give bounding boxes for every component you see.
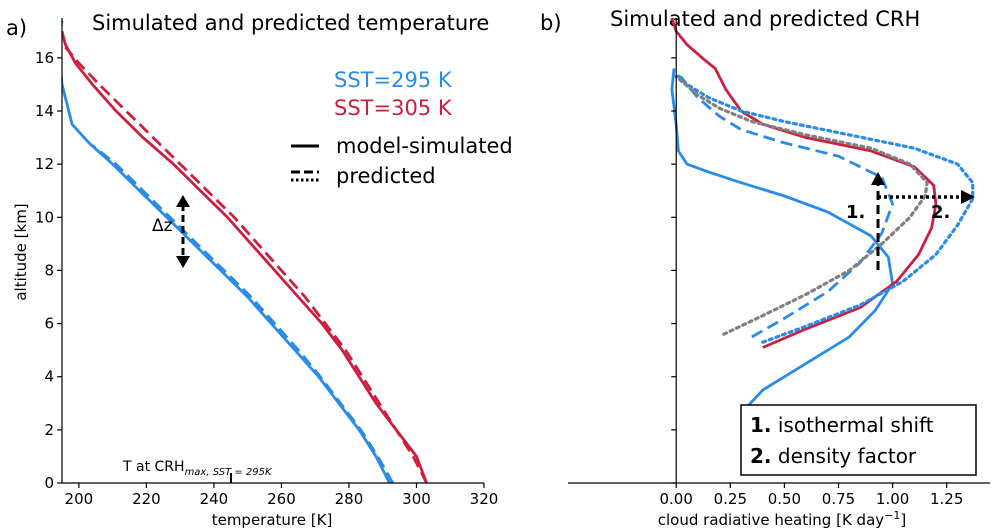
delta-z-arrowhead-down [176, 256, 190, 268]
panel-a-xtick-label: 260 [267, 490, 296, 508]
panel-a-legend: SST=295 K SST=305 K model-simulated pred… [291, 68, 513, 188]
panel-b-xtick-label: 0.50 [768, 490, 801, 508]
panel-a-ytick-label: 16 [35, 49, 54, 67]
delta-z-annotation: Δz [152, 195, 190, 268]
panel-a-ytick-label: 10 [35, 208, 54, 226]
panel-a-xtick-label: 200 [65, 490, 94, 508]
legend-sst-295: SST=295 K [334, 68, 453, 92]
crh-marker-label: T at CRHmax, SST = 295K [122, 459, 273, 478]
delta-z-arrowhead-up [176, 195, 190, 207]
panel-a-ytick-label: 0 [44, 474, 54, 492]
panel-b-series-1-dashed [679, 75, 894, 339]
legend-sst-305: SST=305 K [334, 96, 453, 120]
panel-b-xtick-label: 0.75 [822, 490, 855, 508]
panel-a-ytick-label: 4 [44, 368, 54, 386]
panel-a-ytick-label: 2 [44, 421, 54, 439]
panel-b-xtick-label: 1.25 [930, 490, 963, 508]
arrow2-label: 2. [931, 202, 950, 223]
panel-b-series-0-solid [670, 68, 894, 410]
legend-predicted: predicted [336, 164, 436, 188]
panel-a-title: Simulated and predicted temperature [92, 11, 489, 35]
panel-a-plot-area [62, 20, 428, 483]
panel-a-xtick-label: 280 [335, 490, 364, 508]
panel-a: a) Simulated and predicted temperature 0… [6, 11, 513, 529]
panel-b-xtick-label: 0.25 [714, 490, 747, 508]
isothermal-shift-arrowhead [871, 172, 885, 185]
panel-b-legend: 1. isothermal shift 2. density factor [740, 404, 977, 476]
panel-a-ytick-label: 6 [44, 315, 54, 333]
panel-a-series-1-dashed [91, 144, 395, 483]
legend-model-simulated: model-simulated [336, 134, 513, 158]
panel-b-axes: 0.00 0.25 0.50 0.75 1.00 1.25 [568, 18, 990, 508]
panel-b-legend-box [740, 404, 977, 476]
panel-a-ytick-label: 12 [35, 155, 54, 173]
panel-b-arrows: 1. 2. [846, 172, 975, 270]
panel-b-series-3-dotted [674, 72, 975, 344]
arrow1-label: 1. [846, 202, 865, 223]
panel-a-ylabel: altitude [km] [12, 203, 30, 300]
legend-density-factor: 2. density factor [750, 444, 917, 468]
panel-b-xtick-label: 1.00 [876, 490, 909, 508]
panel-b: b) Simulated and predicted CRH 0.00 0.25 0… [540, 7, 990, 529]
panel-a-axes: 0 2 4 6 8 10 12 14 16 200 220 240 260 280 300 320 [35, 18, 498, 508]
delta-z-label: Δz [152, 216, 173, 236]
crh-marker: T at CRHmax, SST = 295K [122, 459, 273, 483]
legend-isothermal-shift: 1. isothermal shift [750, 413, 934, 437]
panel-b-letter: b) [540, 11, 562, 35]
panel-a-xlabel: temperature [K] [212, 511, 333, 529]
panel-a-xtick-label: 300 [402, 490, 431, 508]
panel-b-xtick-label: 0.00 [660, 490, 693, 508]
panel-b-plot-area [670, 18, 975, 410]
panel-a-xtick-label: 220 [132, 490, 161, 508]
panel-b-title: Simulated and predicted CRH [610, 7, 920, 31]
panel-a-xtick-label: 240 [200, 490, 229, 508]
panel-b-series-2-solid [670, 18, 938, 349]
density-factor-arrowhead [961, 190, 975, 204]
panel-b-xlabel: cloud radiative heating [K day−1] [658, 509, 906, 529]
panel-a-xtick-label: 320 [470, 490, 499, 508]
panel-a-letter: a) [6, 16, 27, 40]
panel-a-ytick-label: 14 [35, 102, 54, 120]
panel-a-series-3-dashed [64, 46, 428, 483]
panel-a-ytick-label: 8 [44, 261, 54, 279]
panel-a-series-2-solid [62, 30, 428, 483]
panel-b-series-4-dotted [674, 74, 929, 336]
